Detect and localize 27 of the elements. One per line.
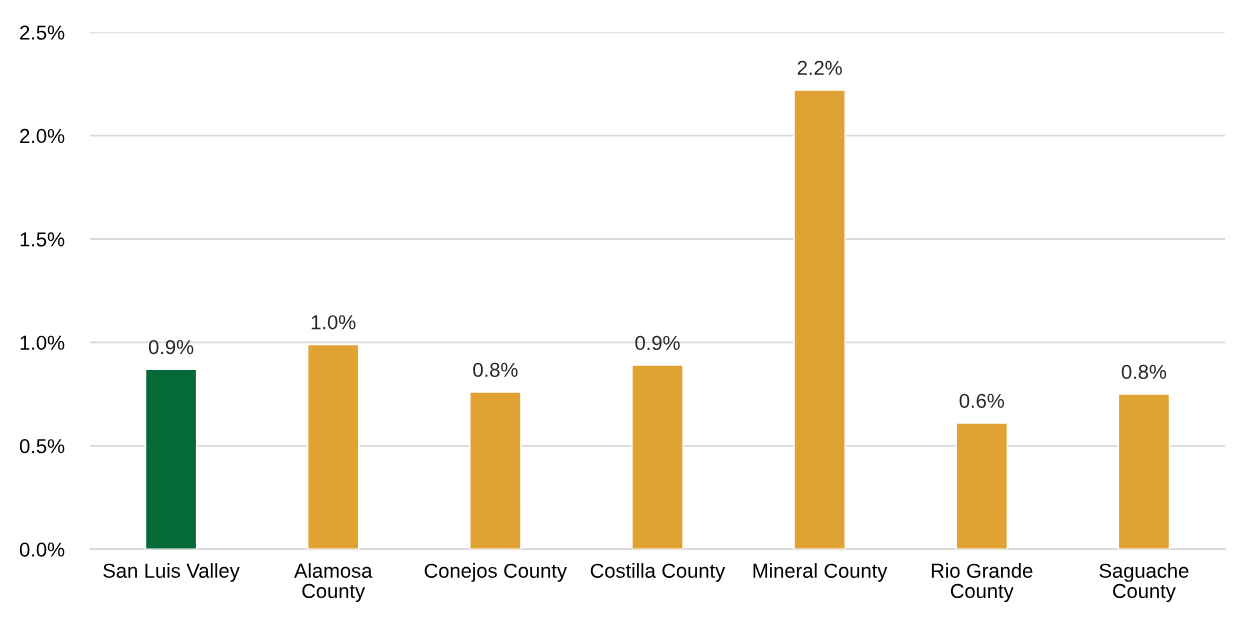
bar bbox=[955, 422, 1009, 550]
y-tick-label: 0.0% bbox=[19, 542, 65, 557]
data-label: 0.8% bbox=[1121, 364, 1167, 380]
bar bbox=[631, 364, 684, 550]
x-tick-label: Rio Grande County bbox=[931, 563, 1033, 603]
y-tick-label: 2.5% bbox=[20, 25, 65, 40]
bar bbox=[793, 89, 846, 550]
bar bbox=[1117, 393, 1171, 550]
x-tick-label: Alamosa County bbox=[294, 563, 373, 603]
data-label: 0.9% bbox=[148, 339, 194, 355]
y-tick-label: 2.0% bbox=[20, 128, 65, 144]
y-tick-label: 0.5% bbox=[19, 439, 65, 454]
data-label: 2.2% bbox=[797, 60, 842, 75]
bar bbox=[469, 391, 522, 550]
data-label: 0.9% bbox=[635, 335, 680, 351]
x-tick-label: Costilla County bbox=[590, 563, 726, 582]
x-tick-label: Conejos County bbox=[424, 563, 567, 582]
bar bbox=[144, 368, 198, 550]
y-tick-label: 1.5% bbox=[20, 232, 65, 247]
data-label: 1.0% bbox=[311, 315, 356, 330]
x-tick-label: Mineral County bbox=[753, 563, 888, 582]
x-tick-label: Saguache County bbox=[1099, 563, 1189, 603]
y-tick-label: 1.0% bbox=[20, 335, 65, 350]
x-tick-label: San Luis Valley bbox=[103, 563, 240, 582]
bar bbox=[306, 343, 360, 550]
data-label: 0.8% bbox=[473, 362, 518, 377]
data-label: 0.6% bbox=[959, 393, 1005, 408]
